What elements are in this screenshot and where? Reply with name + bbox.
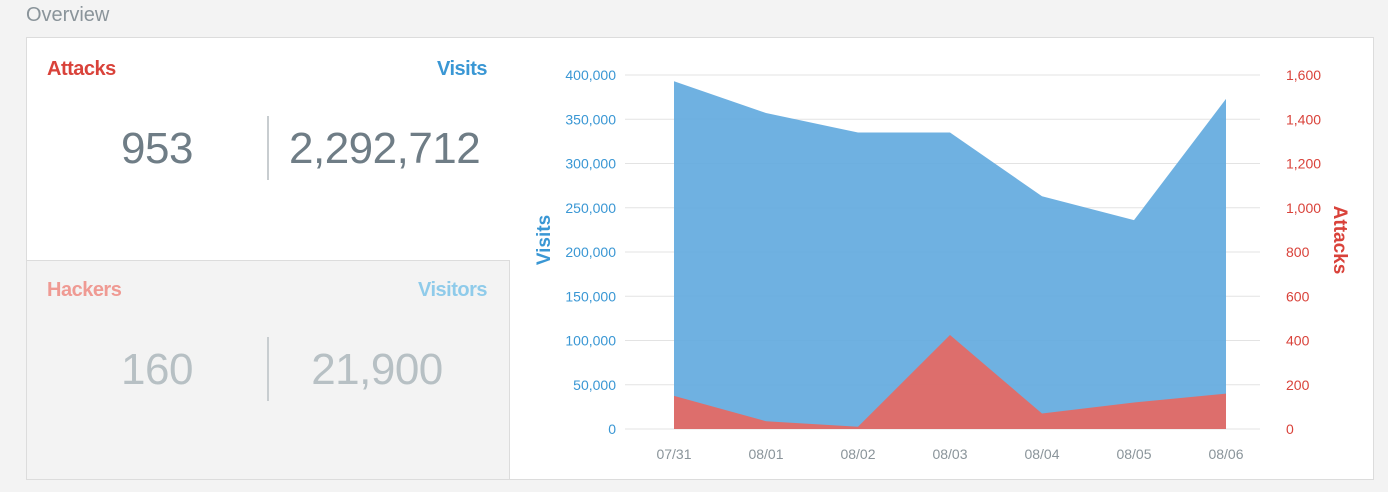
y2-tick-label: 800 (1286, 244, 1310, 260)
x-tick-label: 08/06 (1208, 446, 1243, 462)
y2-tick-label: 1,600 (1286, 67, 1321, 83)
y-tick-label: 100,000 (565, 333, 616, 349)
attacks-label: Attacks (47, 58, 116, 80)
x-tick-label: 08/01 (748, 446, 783, 462)
visits-value: 2,292,712 (289, 124, 481, 173)
page-title: Overview (26, 4, 110, 26)
y-tick-label: 400,000 (565, 67, 616, 83)
visits-area (674, 81, 1226, 429)
y2-tick-label: 200 (1286, 377, 1310, 393)
hackers-label: Hackers (47, 279, 122, 301)
hackers-value: 160 (121, 345, 193, 394)
visitors-label: Visitors (418, 279, 488, 301)
x-tick-label: 08/04 (1024, 446, 1059, 462)
y-tick-label: 0 (608, 421, 616, 437)
x-tick-label: 08/05 (1116, 446, 1151, 462)
x-tick-label: 08/02 (840, 446, 875, 462)
x-tick-label: 07/31 (656, 446, 691, 462)
y2-tick-label: 1,200 (1286, 156, 1321, 172)
stats-divider (267, 116, 269, 180)
attacks-visits-card: Attacks Visits 953 2,292,712 (26, 37, 512, 261)
visits-attacks-area-chart: 0 50,000 100,000 150,000 200,000 250,000 300,0… (534, 67, 1350, 462)
stats-divider (267, 337, 269, 401)
y-tick-label: 150,000 (565, 288, 616, 304)
attacks-area (674, 334, 1226, 429)
x-tick-label: 08/03 (932, 446, 967, 462)
y-tick-label: 50,000 (573, 377, 616, 393)
y-tick-label: 300,000 (565, 156, 616, 172)
y-axis-label: Visits (534, 215, 555, 265)
visits-label: Visits (437, 58, 488, 80)
y2-tick-label: 1,400 (1286, 111, 1321, 127)
y-tick-label: 250,000 (565, 200, 616, 216)
y2-tick-label: 0 (1286, 421, 1294, 437)
visitors-value: 21,900 (311, 345, 443, 394)
y2-tick-label: 1,000 (1286, 200, 1321, 216)
y-tick-label: 200,000 (565, 244, 616, 260)
attacks-value: 953 (121, 124, 193, 173)
y2-tick-label: 600 (1286, 288, 1310, 304)
chart-panel: 0 50,000 100,000 150,000 200,000 250,000 300,0… (510, 38, 1373, 479)
y-tick-label: 350,000 (565, 111, 616, 127)
hackers-visitors-card: Hackers Visitors 160 21,900 (26, 261, 510, 480)
y2-axis-label: Attacks (1329, 206, 1350, 275)
y2-tick-label: 400 (1286, 333, 1310, 349)
